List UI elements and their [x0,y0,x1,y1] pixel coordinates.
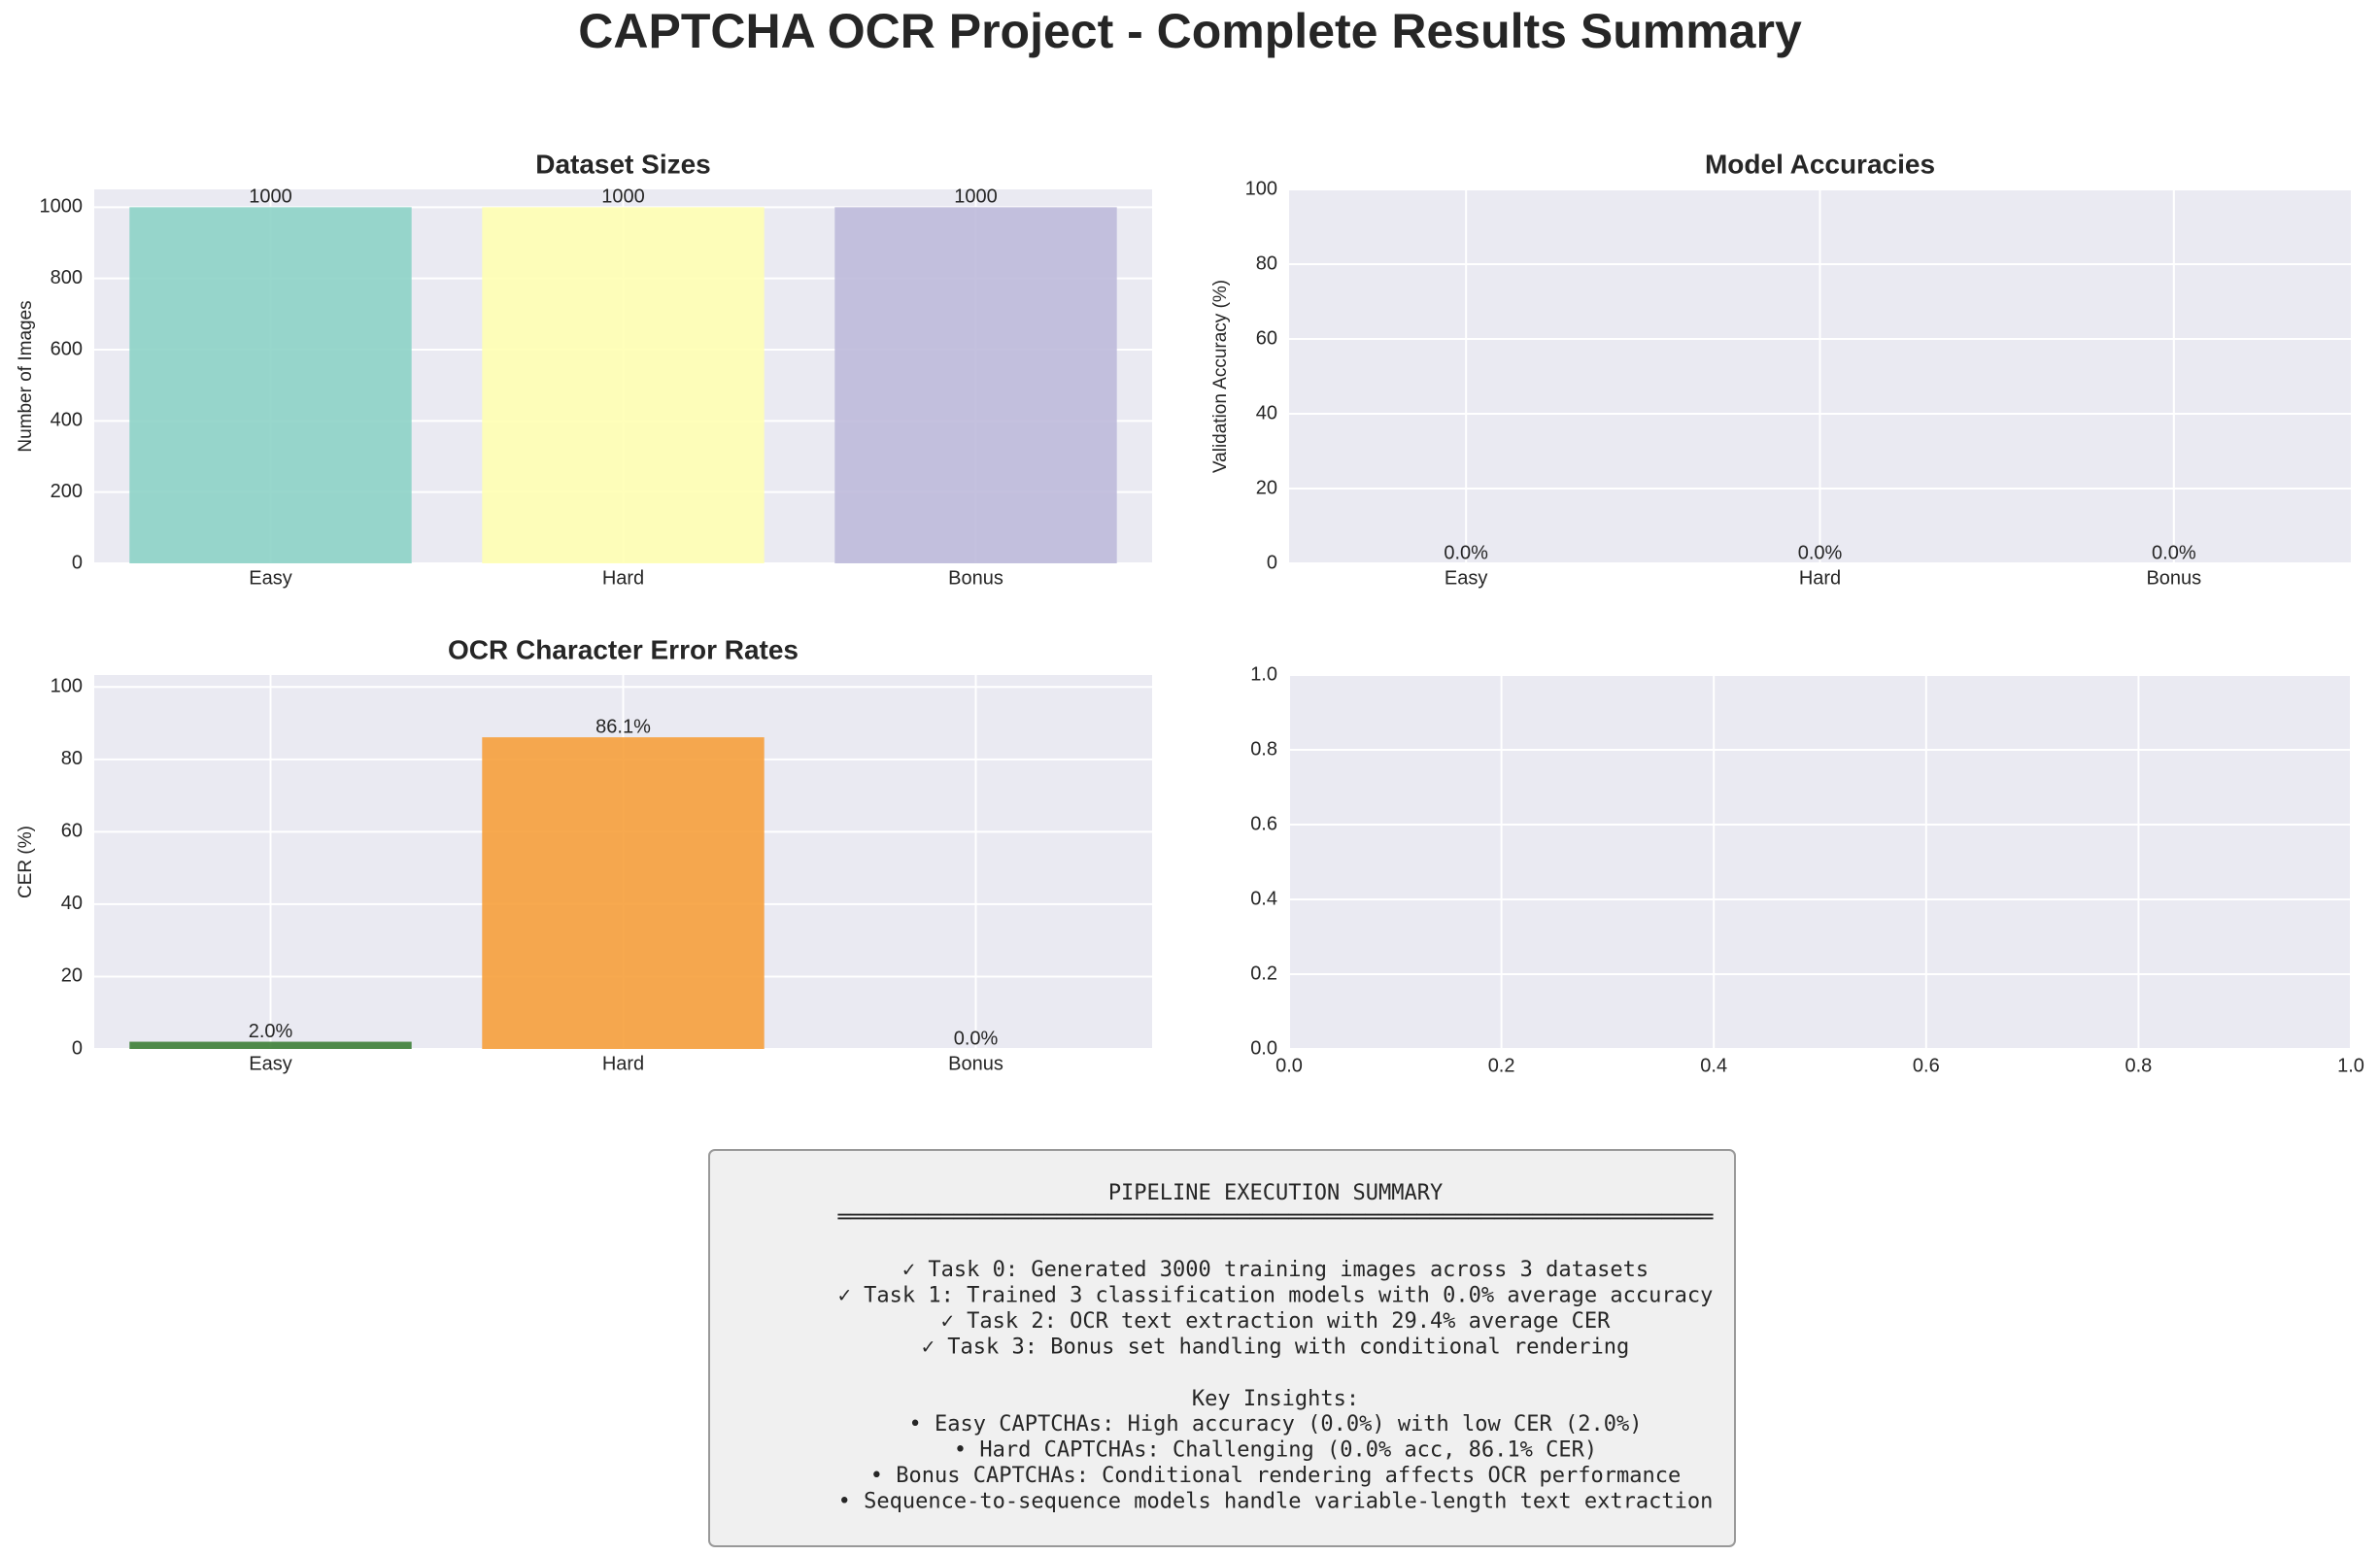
y-tick-label: 0.6 [1250,813,1277,834]
y-tick-label: 0.2 [1250,963,1277,984]
y-tick-label: 200 [51,481,83,502]
y-tick-label: 0 [72,1037,83,1059]
chart-title: OCR Character Error Rates [448,634,799,664]
value-label: 0.0% [1798,542,1843,563]
value-label: 1000 [249,186,292,208]
x-tick-label: 0.2 [1488,1055,1515,1076]
y-tick-label: 1.0 [1250,663,1277,685]
y-tick-label: 1000 [40,196,84,218]
x-tick-label: Hard [1799,567,1841,589]
summary-line: Key Insights: [1192,1387,1359,1411]
chart-title: Dataset Sizes [535,149,711,179]
y-tick-label: 0 [1267,552,1277,573]
y-tick-label: 100 [1245,178,1277,199]
y-tick-label: 800 [51,267,83,288]
value-label: 86.1% [595,716,651,737]
page-title: CAPTCHA OCR Project - Complete Results S… [578,4,1802,58]
summary-line: ✓ Task 2: OCR text extraction with 29.4%… [941,1309,1612,1334]
x-tick-label: Hard [602,567,644,589]
value-label: 0.0% [954,1028,999,1049]
bar [129,207,412,564]
value-label: 2.0% [249,1021,293,1042]
bar [834,207,1117,564]
x-tick-label: 0.8 [2125,1055,2152,1076]
y-tick-label: 600 [51,338,83,359]
value-label: 1000 [954,186,998,208]
x-tick-label: Bonus [948,1053,1003,1074]
summary-line: • Bonus CAPTCHAs: Conditional rendering … [870,1464,1681,1488]
y-tick-label: 80 [61,748,83,769]
y-tick-label: 400 [51,410,83,431]
y-tick-label: 0.0 [1250,1037,1277,1059]
y-tick-label: 0.8 [1250,738,1277,760]
x-tick-label: Hard [602,1053,644,1074]
x-tick-label: Bonus [948,567,1003,589]
summary-line: • Hard CAPTCHAs: Challenging (0.0% acc, … [954,1438,1597,1463]
chart-title: Model Accuracies [1705,149,1935,179]
x-tick-label: Easy [249,1053,291,1074]
x-tick-label: 0.6 [1913,1055,1940,1076]
summary-line: • Easy CAPTCHAs: High accuracy (0.0%) wi… [909,1412,1643,1437]
y-tick-label: 20 [1256,477,1277,498]
y-axis-label: CER (%) [16,826,36,898]
y-tick-label: 100 [51,676,83,697]
x-tick-label: Easy [249,567,291,589]
x-tick-label: Easy [1445,567,1487,589]
summary-line: ✓ Task 3: Bonus set handling with condit… [922,1335,1629,1360]
summary-line: • Sequence-to-sequence models handle var… [838,1490,1714,1514]
summary-line: ✓ Task 1: Trained 3 classification model… [838,1284,1714,1308]
y-tick-label: 60 [1256,327,1277,349]
y-axis-label: Number of Images [16,300,36,452]
y-tick-label: 0 [72,552,83,573]
bar [482,737,765,1049]
y-tick-label: 60 [61,821,83,842]
value-label: 0.0% [1444,542,1488,563]
value-label: 0.0% [2152,542,2196,563]
summary-box [708,1149,1736,1547]
y-axis-label: Validation Accuracy (%) [1210,280,1231,473]
y-tick-label: 80 [1256,253,1277,274]
x-tick-label: 1.0 [2337,1055,2364,1076]
y-tick-label: 20 [61,965,83,987]
value-label: 1000 [601,186,645,208]
summary-line: ════════════════════════════════════════… [837,1205,1714,1230]
x-tick-label: Bonus [2146,567,2201,589]
summary-line: PIPELINE EXECUTION SUMMARY [1108,1181,1443,1205]
bar [482,207,765,564]
plot-area [1289,675,2351,1049]
x-tick-label: 0.0 [1275,1055,1303,1076]
y-tick-label: 40 [61,893,83,914]
x-tick-label: 0.4 [1700,1055,1727,1076]
bar [129,1041,412,1049]
y-tick-label: 0.4 [1250,888,1277,909]
y-tick-label: 40 [1256,402,1277,423]
summary-line: ✓ Task 0: Generated 3000 training images… [902,1258,1649,1282]
